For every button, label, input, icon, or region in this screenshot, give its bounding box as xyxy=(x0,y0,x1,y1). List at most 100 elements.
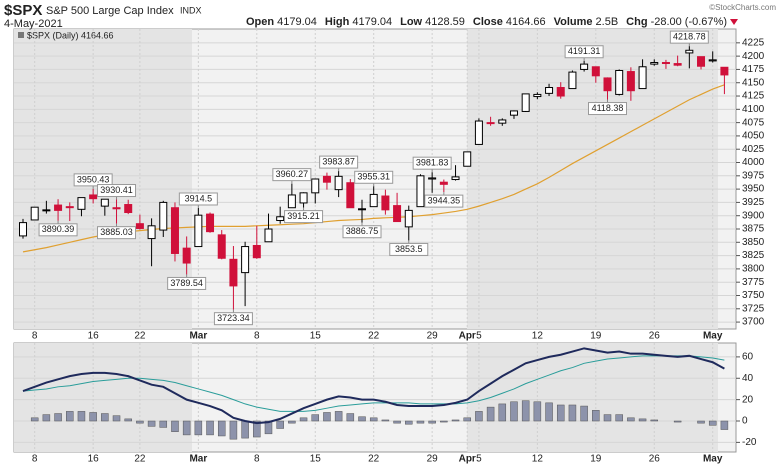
candle-body xyxy=(545,87,554,94)
histogram-bar xyxy=(311,414,319,422)
y-tick-label: 3825 xyxy=(742,250,765,261)
histogram-bar xyxy=(253,420,261,438)
candle-body xyxy=(486,122,495,125)
histogram-bar xyxy=(66,411,74,422)
quote-label: Close xyxy=(473,16,503,28)
histogram-bar xyxy=(358,416,366,422)
candle-body xyxy=(673,63,682,66)
candle-body xyxy=(54,204,63,211)
candle-body xyxy=(428,177,437,180)
x-tick-label: 26 xyxy=(649,331,661,342)
candle-body xyxy=(416,175,425,208)
annotation-box xyxy=(73,173,113,187)
candle-body xyxy=(404,209,413,228)
candle-body xyxy=(661,62,670,65)
histogram-bar xyxy=(77,411,86,422)
candle-body xyxy=(276,216,285,221)
histogram-bar xyxy=(393,420,401,424)
histogram-bar xyxy=(545,402,553,422)
quote-label: Volume xyxy=(554,16,593,28)
y-tick-label: 4225 xyxy=(742,37,765,48)
panel-backgrounds xyxy=(13,28,737,453)
histogram-bar xyxy=(650,419,659,422)
y-tick-label: 3950 xyxy=(742,184,765,195)
histogram-bar xyxy=(568,404,577,422)
annotation-box xyxy=(272,168,312,182)
histogram-bar xyxy=(673,420,682,423)
quote-value: 4128.59 xyxy=(425,16,465,28)
x-tick-label: 22 xyxy=(368,454,380,465)
candle-body xyxy=(194,214,203,248)
histogram-bar xyxy=(440,420,448,423)
annotation-box xyxy=(284,210,324,224)
histogram-bar xyxy=(556,404,565,422)
quote-value: 4179.04 xyxy=(352,16,392,28)
exchange: INDX xyxy=(180,5,202,15)
histogram-bar xyxy=(405,420,413,425)
annotation-label: 3885.03 xyxy=(100,227,133,237)
y-tick-label: 3800 xyxy=(742,264,765,275)
x-tick-label: 16 xyxy=(88,331,100,342)
annotation-box xyxy=(97,184,137,198)
y-tick-label: 4100 xyxy=(742,104,765,115)
macd-line xyxy=(22,347,725,425)
candle-body xyxy=(615,69,624,95)
histogram-bar xyxy=(697,420,705,424)
annotation-box xyxy=(38,223,78,237)
annotation-box xyxy=(669,30,709,44)
histogram-bar xyxy=(323,412,331,422)
annotation-label: 3950.43 xyxy=(77,174,110,184)
x-tick-label: Mar xyxy=(189,454,207,465)
candle-body xyxy=(287,194,296,209)
legend-swatch xyxy=(18,32,24,38)
y-tick-label: 3975 xyxy=(742,170,765,181)
x-tick-label: 19 xyxy=(590,331,602,342)
histogram-bar xyxy=(30,417,39,422)
quote-label: Open xyxy=(246,16,274,28)
candle-body xyxy=(369,193,378,208)
candle-body xyxy=(147,225,156,240)
signal-line xyxy=(22,355,725,412)
x-tick-label: May xyxy=(703,454,723,465)
candle-body xyxy=(252,244,261,259)
histogram-bar xyxy=(276,420,284,429)
histogram-bar xyxy=(194,420,203,436)
candle-body xyxy=(42,209,51,212)
y-tick-label: 4050 xyxy=(742,131,765,142)
annotation-label: 3915.21 xyxy=(287,211,320,221)
annotation-label: 3890.39 xyxy=(42,224,75,234)
x-tick-label: 19 xyxy=(590,454,602,465)
histogram-bar xyxy=(498,403,507,422)
x-tick-label: 8 xyxy=(254,454,260,465)
candle-body xyxy=(393,205,402,223)
annotation-box xyxy=(178,192,218,206)
quote-label: High xyxy=(325,16,350,28)
candle-body xyxy=(135,223,144,229)
histogram-bar xyxy=(428,420,436,424)
annotation-box xyxy=(342,225,382,239)
annotation-label: 3960.27 xyxy=(276,169,309,179)
x-tick-label: 8 xyxy=(254,331,260,342)
histogram-bar xyxy=(475,411,483,422)
x-tick-label: 22 xyxy=(134,331,146,342)
month-band xyxy=(14,343,192,452)
annotation-box xyxy=(564,45,604,59)
x-tick-label: Apr xyxy=(459,454,476,465)
y-tick-label: 3925 xyxy=(742,197,765,208)
histogram-bar xyxy=(101,413,109,422)
histogram-bar xyxy=(42,414,51,422)
histogram-bar xyxy=(159,420,168,428)
candle-body xyxy=(381,195,390,211)
histogram-bar xyxy=(615,414,623,422)
candle-body xyxy=(498,119,507,124)
candle-body xyxy=(334,175,343,191)
histogram-bar xyxy=(638,418,647,422)
x-tick-label: 22 xyxy=(368,331,380,342)
x-tick-label: 22 xyxy=(134,454,146,465)
down-arrow xyxy=(730,19,738,25)
histogram-bar xyxy=(533,401,542,422)
histogram-bar xyxy=(112,415,121,422)
candle-body xyxy=(685,49,694,54)
month-band xyxy=(467,29,718,329)
annotation-box xyxy=(424,194,464,208)
